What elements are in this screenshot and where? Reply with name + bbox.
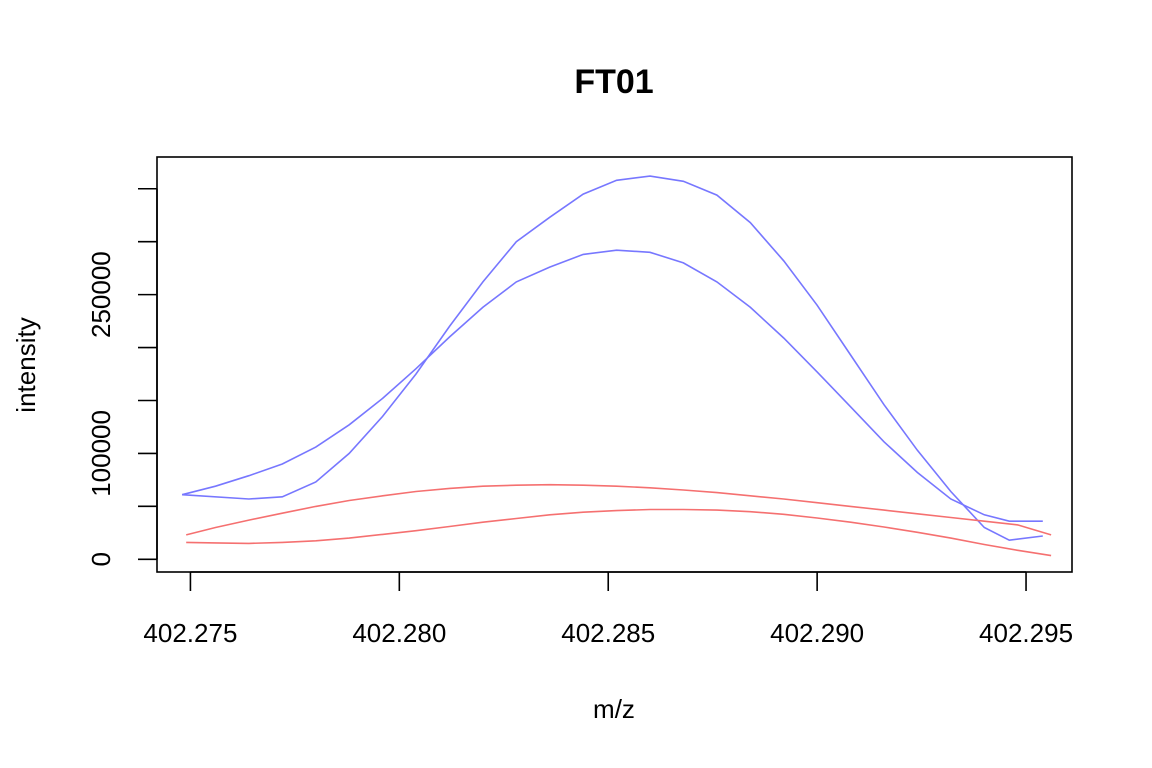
plot-frame	[156, 156, 1073, 573]
series-layer	[181, 175, 1052, 557]
y-tick-label: 250000	[86, 251, 116, 338]
x-tick-label: 402.295	[979, 618, 1073, 648]
x-tick-label: 402.290	[770, 618, 864, 648]
series-line-2	[181, 249, 1043, 523]
series-line-3	[186, 508, 1052, 557]
y-tick-label: 100000	[86, 410, 116, 497]
x-tick-label: 402.285	[561, 618, 655, 648]
x-tick-label: 402.275	[143, 618, 237, 648]
y-tick-label: 0	[86, 552, 116, 566]
x-axis: 402.275 402.280 402.285 402.290 402.295	[143, 571, 1073, 648]
y-axis-label: intensity	[11, 317, 41, 412]
y-axis: 0 100000 250000	[86, 187, 158, 567]
series-line-1	[182, 175, 1043, 542]
series-line-4	[186, 483, 1052, 536]
x-axis-label: m/z	[593, 694, 635, 724]
chart-title: FT01	[574, 63, 653, 101]
x-tick-label: 402.280	[352, 618, 446, 648]
